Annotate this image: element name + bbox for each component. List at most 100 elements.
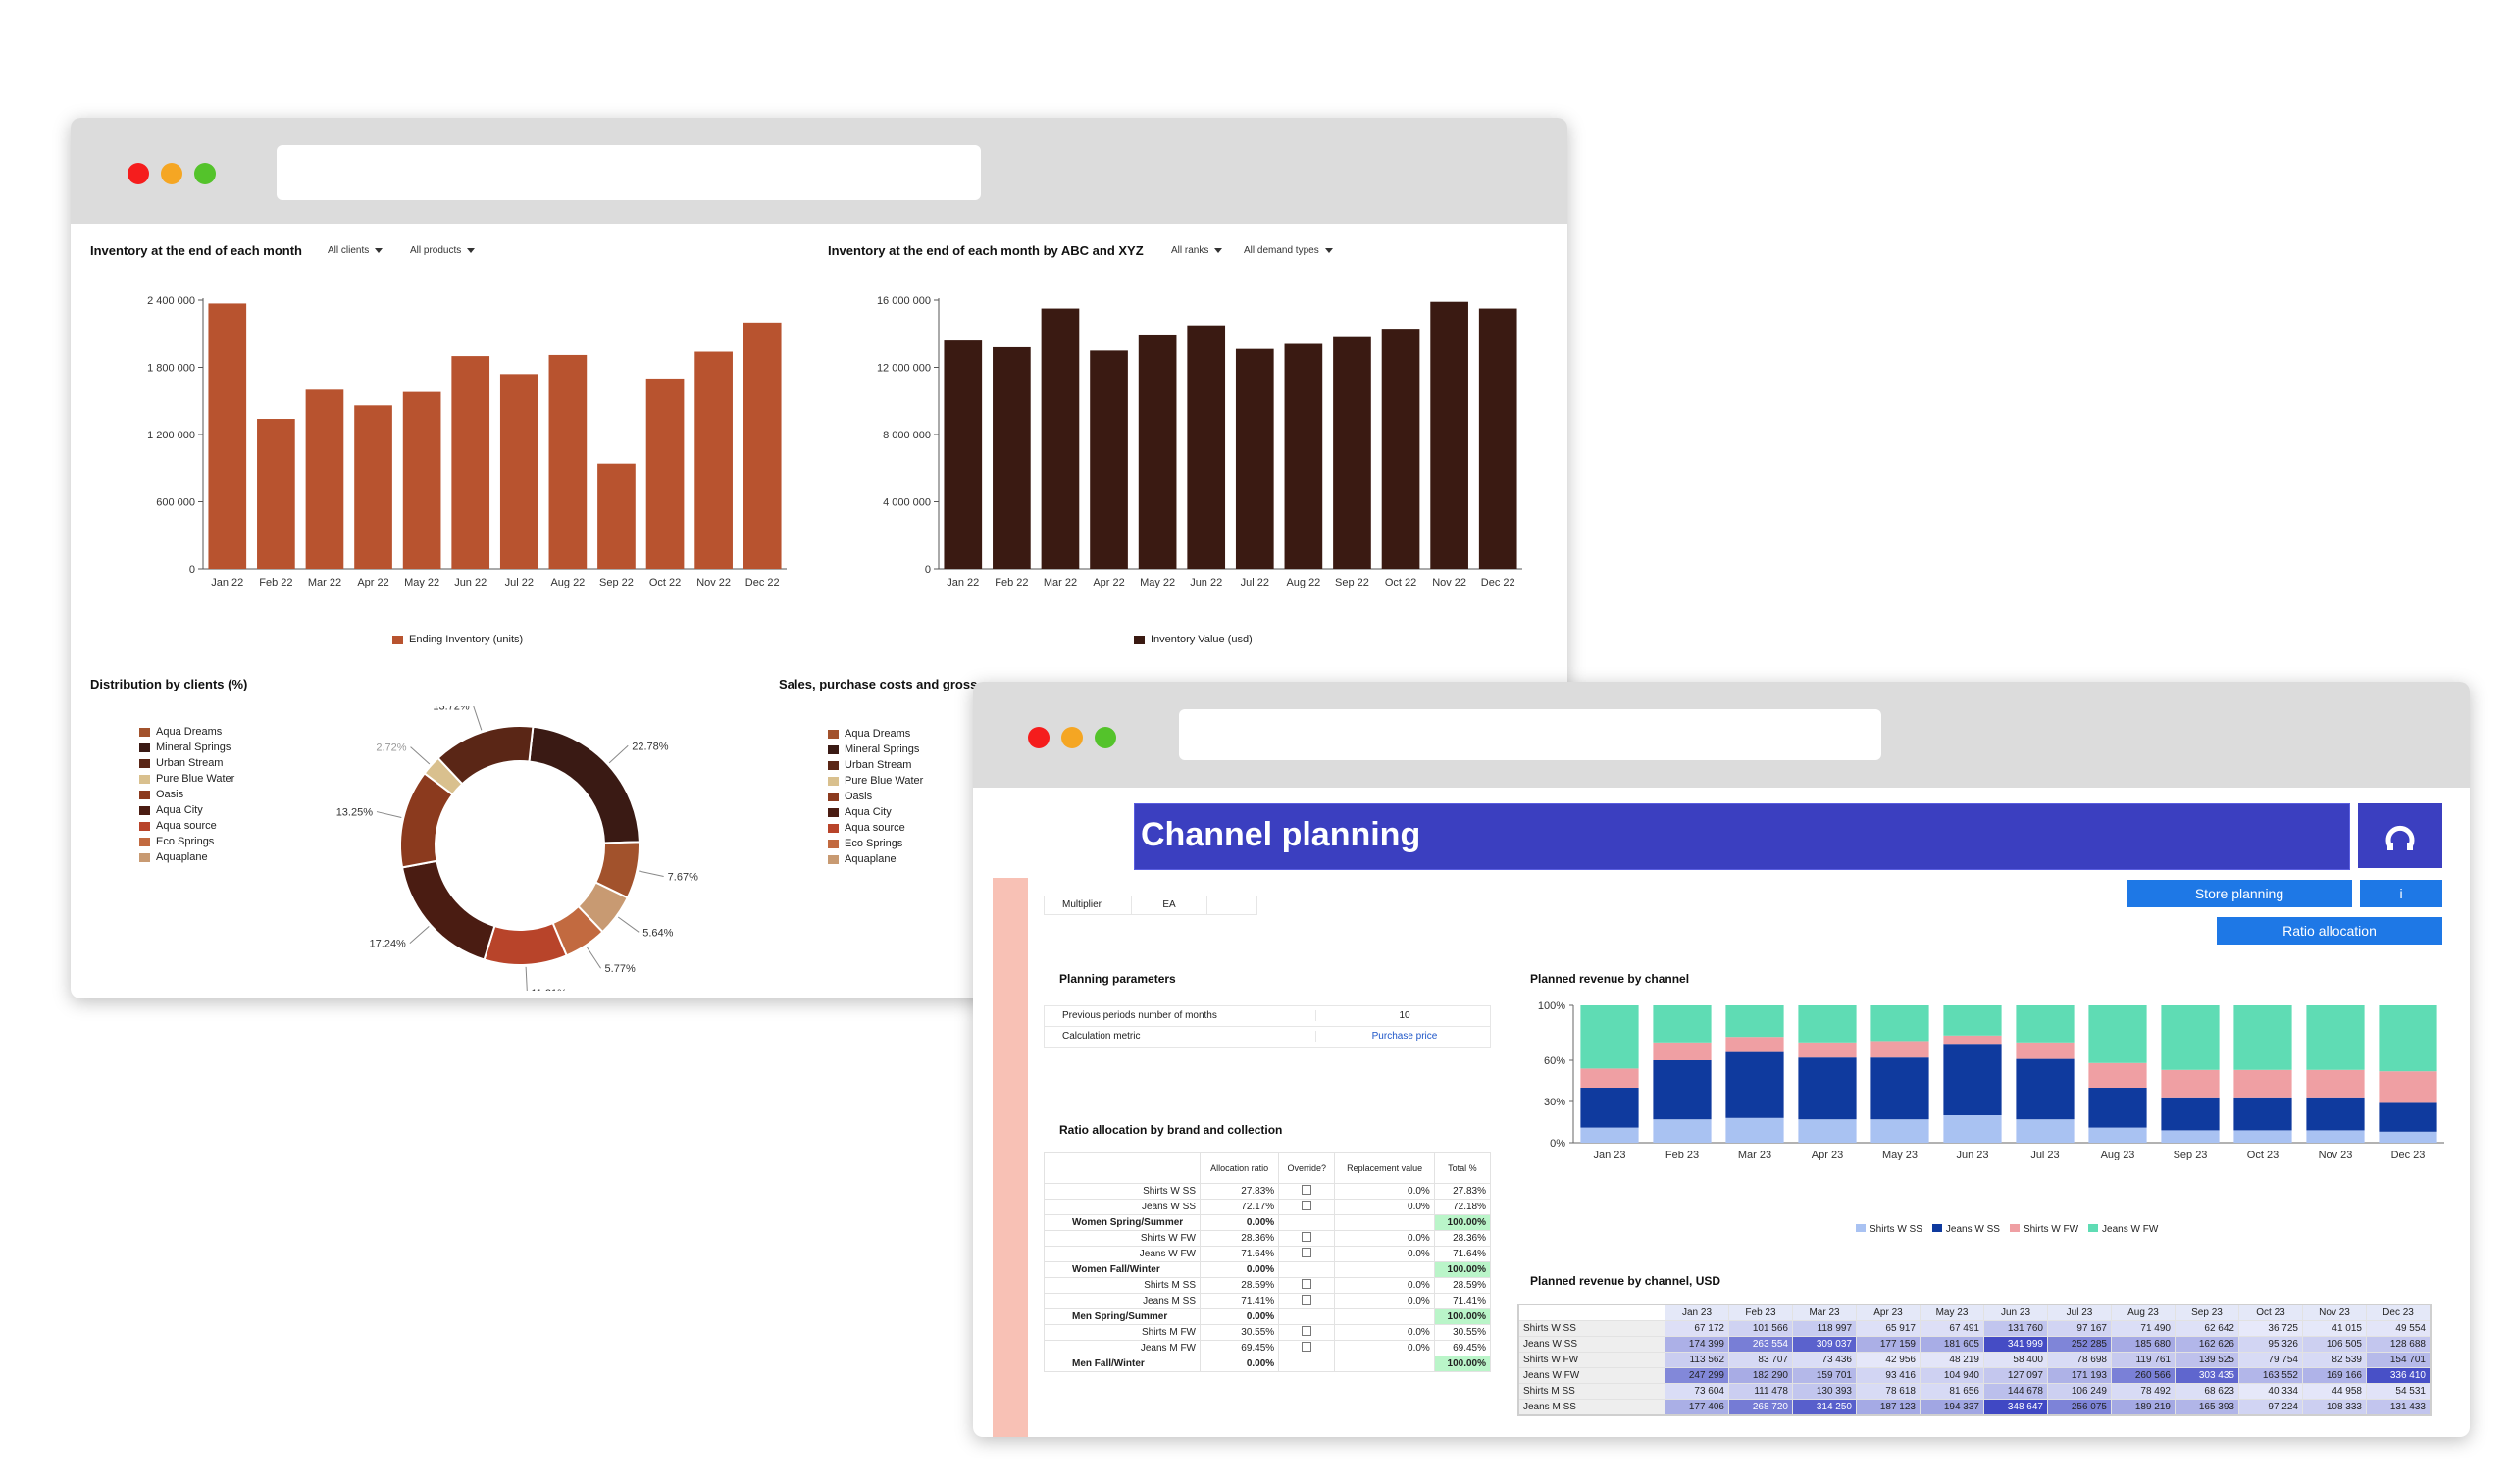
revenue-cell: 40 334 [2238, 1383, 2303, 1400]
section-title: Planned revenue by channel, USD [1530, 1274, 1721, 1288]
legend-label: Aqua source [156, 820, 217, 832]
revenue-cell: 106 249 [2047, 1383, 2112, 1400]
x-tick-label: Jun 22 [454, 577, 487, 588]
maximize-window-button[interactable] [1095, 727, 1116, 748]
header-logo-button[interactable] [2358, 803, 2442, 868]
revenue-cell: 314 250 [1792, 1399, 1857, 1416]
revenue-cell: 113 562 [1665, 1352, 1729, 1368]
param-value[interactable]: 10 [1315, 1010, 1493, 1021]
store-planning-button[interactable]: Store planning [2127, 880, 2352, 907]
x-tick-label: Jul 23 [2030, 1150, 2059, 1160]
close-window-button[interactable] [1028, 727, 1050, 748]
override-cell[interactable] [1278, 1199, 1336, 1215]
slice-label: 13.72% [433, 706, 470, 713]
revenue-cell: 131 433 [2366, 1399, 2432, 1416]
stacked-segment [1653, 1005, 1712, 1043]
clients-filter-dropdown[interactable]: All clients [328, 245, 384, 256]
maximize-window-button[interactable] [194, 163, 216, 184]
demand-types-filter-dropdown[interactable]: All demand types [1244, 245, 1333, 256]
override-cell[interactable] [1278, 1293, 1336, 1309]
replacement-value-cell[interactable]: 0.0% [1334, 1277, 1435, 1294]
x-tick-label: Mar 22 [1044, 577, 1077, 588]
legend-item: Pure Blue Water [828, 773, 923, 789]
legend-swatch [139, 821, 150, 831]
override-cell[interactable] [1278, 1230, 1336, 1247]
revenue-cell: 104 940 [1920, 1367, 1984, 1384]
revenue-cell: 169 166 [2302, 1367, 2367, 1384]
multiplier-value[interactable]: EA [1131, 896, 1207, 914]
param-row: Previous periods number of months 10 [1044, 1005, 1491, 1026]
chart-title: Distribution by clients (%) [90, 677, 248, 691]
table-row: Shirts M FW 30.55% 0.0% 30.55% [1044, 1324, 1492, 1341]
replacement-value-cell[interactable]: 0.0% [1334, 1293, 1435, 1309]
revenue-cell: 119 761 [2111, 1352, 2176, 1368]
ranks-filter-dropdown[interactable]: All ranks [1171, 245, 1223, 256]
inventory-units-bar-chart: 0 600 000 1 200 000 1 800 000 2 400 000 Jan 2… [147, 295, 787, 588]
override-checkbox[interactable] [1302, 1201, 1312, 1210]
replacement-value-cell[interactable] [1334, 1308, 1435, 1325]
x-tick-label: Aug 22 [1286, 577, 1320, 588]
info-button[interactable]: i [2360, 880, 2442, 907]
override-checkbox[interactable] [1302, 1185, 1312, 1195]
minimize-window-button[interactable] [1061, 727, 1083, 748]
replacement-value-cell[interactable]: 0.0% [1334, 1246, 1435, 1262]
revenue-cell: 54 531 [2366, 1383, 2432, 1400]
revenue-cell: 128 688 [2366, 1336, 2432, 1353]
donut-legend: Aqua Dreams Mineral Springs Urban Stream Pu… [139, 724, 234, 865]
stacked-segment [1725, 1117, 1784, 1143]
override-cell[interactable] [1278, 1183, 1336, 1200]
legend-swatch [139, 805, 150, 815]
ratio-allocation-table: Allocation ratio Override? Replacement val… [1044, 1152, 1492, 1372]
revenue-cell: 171 193 [2047, 1367, 2112, 1384]
override-cell[interactable] [1278, 1324, 1336, 1341]
row-label: Jeans M SS [1044, 1293, 1201, 1309]
replacement-value-cell[interactable]: 0.0% [1334, 1324, 1435, 1341]
revenue-cell: 263 554 [1728, 1336, 1793, 1353]
replacement-value-cell[interactable] [1334, 1261, 1435, 1278]
x-tick-label: Oct 22 [1385, 577, 1416, 588]
replacement-value-cell[interactable]: 0.0% [1334, 1340, 1435, 1356]
revenue-cell: 111 478 [1728, 1383, 1793, 1400]
y-tick-label: 4 000 000 [883, 497, 931, 509]
revenue-cell: 159 701 [1792, 1367, 1857, 1384]
stacked-segment [2161, 1097, 2220, 1131]
legend-swatch [828, 839, 839, 848]
minimize-window-button[interactable] [161, 163, 182, 184]
param-value[interactable]: Purchase price [1315, 1031, 1493, 1042]
stacked-segment [1798, 1005, 1857, 1043]
override-cell[interactable] [1278, 1340, 1336, 1356]
override-checkbox[interactable] [1302, 1295, 1312, 1305]
legend-item: Aqua City [828, 804, 923, 820]
address-bar[interactable] [1179, 709, 1881, 760]
address-bar[interactable] [277, 145, 981, 200]
replacement-value-cell[interactable]: 0.0% [1334, 1230, 1435, 1247]
legend-label: Oasis [156, 789, 184, 800]
revenue-cell: 41 015 [2302, 1320, 2367, 1337]
legend-swatch [1931, 1224, 1942, 1232]
legend-label: Inventory Value (usd) [1151, 634, 1253, 645]
legend-item: Jeans W FW [2088, 1224, 2158, 1235]
replacement-value-cell[interactable] [1334, 1214, 1435, 1231]
products-filter-dropdown[interactable]: All products [410, 245, 476, 256]
table-row: Jeans W SS 72.17% 0.0% 72.18% [1044, 1199, 1492, 1215]
override-cell[interactable] [1278, 1246, 1336, 1262]
close-window-button[interactable] [128, 163, 149, 184]
replacement-value-cell[interactable] [1334, 1356, 1435, 1372]
replacement-value-cell[interactable]: 0.0% [1334, 1199, 1435, 1215]
label-leader-line [473, 706, 483, 731]
override-checkbox[interactable] [1302, 1232, 1312, 1242]
section-title: Planning parameters [1059, 972, 1176, 986]
override-checkbox[interactable] [1302, 1326, 1312, 1336]
override-checkbox[interactable] [1302, 1248, 1312, 1257]
label-leader-line [608, 744, 629, 764]
table-row: Jeans M SS 177 406 268 720 314 250 187 123 19… [1517, 1399, 2432, 1416]
replacement-value-cell[interactable]: 0.0% [1334, 1183, 1435, 1200]
revenue-cell: 163 552 [2238, 1367, 2303, 1384]
override-cell[interactable] [1278, 1277, 1336, 1294]
stacked-segment [2233, 1069, 2292, 1098]
ratio-allocation-button[interactable]: Ratio allocation [2217, 917, 2442, 945]
override-checkbox[interactable] [1302, 1342, 1312, 1352]
table-row: Shirts W FW 113 562 83 707 73 436 42 956 48 2… [1517, 1352, 2432, 1368]
bar [354, 405, 392, 569]
override-checkbox[interactable] [1302, 1279, 1312, 1289]
